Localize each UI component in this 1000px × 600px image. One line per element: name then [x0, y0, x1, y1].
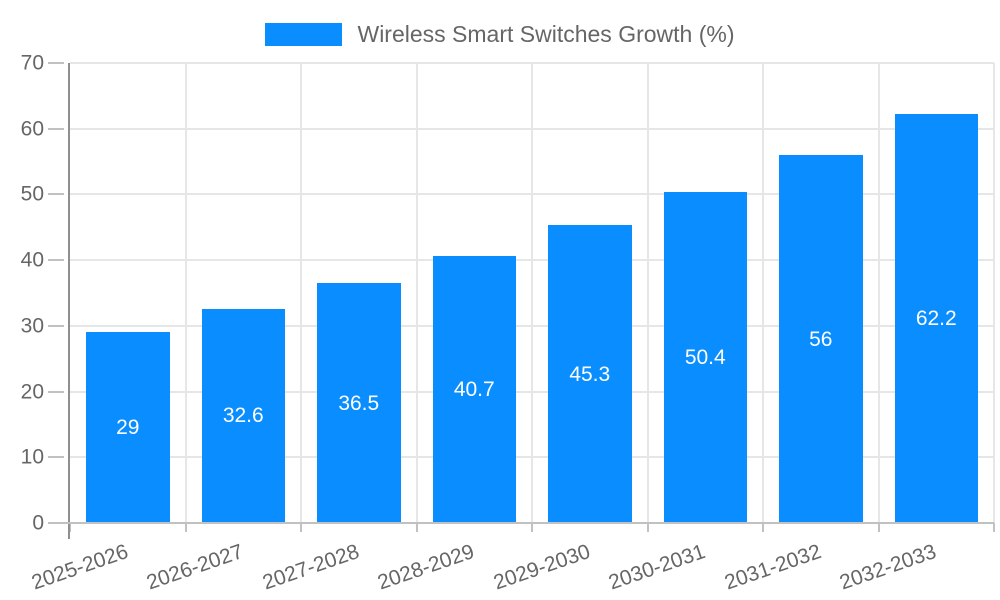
y-tick-label: 20 [20, 380, 44, 404]
bar-value-label: 40.7 [453, 377, 495, 401]
y-tick [48, 259, 64, 262]
y-tick [48, 324, 64, 327]
x-gridline [184, 63, 187, 523]
x-gridline [877, 63, 880, 523]
bar-value-label: 29 [116, 416, 140, 440]
legend-item[interactable]: Wireless Smart Switches Growth (%) [265, 20, 735, 47]
x-tick-label: 2029-2030 [490, 540, 593, 595]
y-tick-label: 70 [20, 51, 44, 75]
x-tick-label: 2031-2032 [721, 540, 824, 595]
x-tick [877, 523, 880, 532]
x-tick [415, 523, 418, 532]
x-gridline [762, 63, 764, 523]
plot-area: 0 10 20 30 40 50 60 70 29 32.6 36.5 40.7 45.3 50.4 56 6… [21, 53, 995, 595]
bar[interactable]: 62.2 [894, 114, 978, 523]
y-tick [48, 62, 64, 64]
y-tick-label: 40 [20, 248, 44, 272]
legend-label: Wireless Smart Switches Growth (%) [357, 20, 735, 47]
y-tick-label: 50 [20, 182, 44, 206]
legend: Wireless Smart Switches Growth (%) [0, 16, 1000, 52]
bar[interactable]: 56 [779, 155, 863, 523]
bar[interactable]: 29 [86, 332, 170, 523]
y-tick-label: 60 [20, 117, 44, 141]
x-tick [762, 523, 764, 532]
y-tick-label: 30 [20, 314, 44, 338]
x-tick-label: 2026-2027 [143, 540, 247, 595]
x-tick-label: 2027-2028 [259, 540, 362, 595]
y-tick-label: 10 [20, 445, 44, 469]
bar-value-label: 62.2 [915, 307, 957, 331]
bar[interactable]: 50.4 [663, 191, 747, 523]
bar-value-label: 56 [809, 327, 833, 351]
x-gridline [415, 63, 418, 523]
x-tick [184, 523, 187, 532]
bar[interactable]: 32.6 [201, 308, 285, 523]
legend-swatch [265, 22, 343, 46]
bar[interactable]: 40.7 [432, 255, 516, 523]
y-tick [48, 193, 64, 196]
x-tick [531, 523, 533, 532]
bar-value-label: 45.3 [569, 362, 611, 386]
y-axis-line [68, 63, 70, 539]
bar-value-label: 36.5 [338, 391, 380, 415]
x-tick [993, 523, 995, 532]
bar-value-label: 50.4 [684, 345, 726, 369]
x-tick-label: 2032-2033 [836, 540, 940, 595]
x-gridline [300, 63, 302, 523]
bar[interactable]: 36.5 [317, 283, 401, 523]
y-tick [48, 456, 64, 459]
y-tick [48, 390, 64, 393]
x-tick [69, 523, 71, 532]
x-gridline [646, 63, 649, 523]
y-tick [48, 127, 64, 130]
x-axis-line [48, 522, 994, 524]
x-tick-label: 2028-2029 [374, 540, 478, 595]
x-tick-label: 2025-2026 [28, 540, 131, 595]
bar[interactable]: 45.3 [548, 225, 632, 523]
y-tick-label: 0 [32, 511, 44, 535]
x-gridline [993, 63, 995, 523]
x-tick-label: 2030-2031 [605, 540, 709, 595]
bar-value-label: 32.6 [222, 404, 264, 428]
x-gridline [531, 63, 533, 523]
x-tick [646, 523, 649, 532]
x-tick [300, 523, 302, 532]
